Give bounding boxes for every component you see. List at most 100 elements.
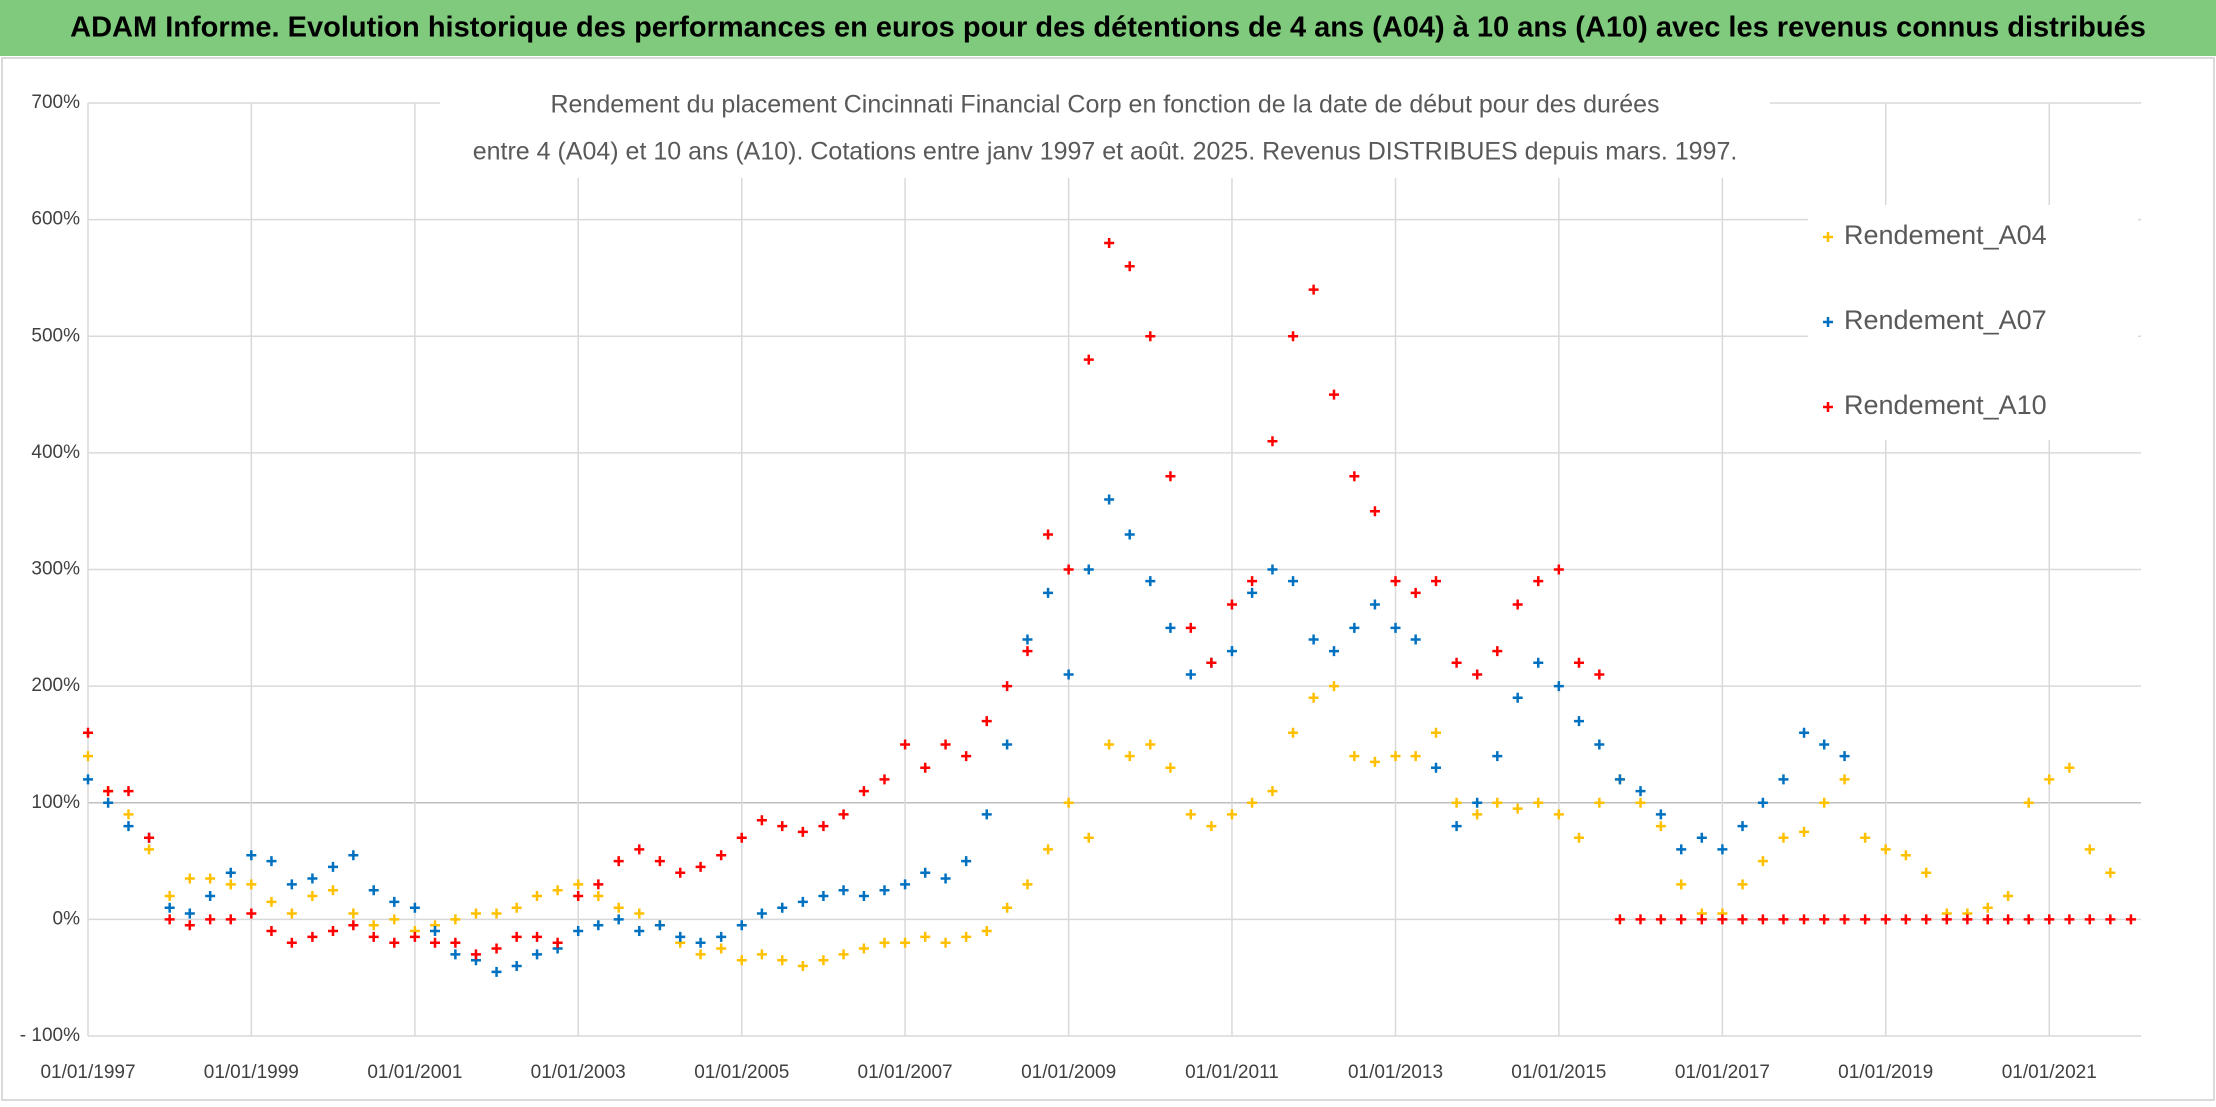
point xyxy=(1185,809,1196,820)
point xyxy=(1553,564,1564,575)
point xyxy=(1063,669,1074,680)
title-box xyxy=(440,86,1770,178)
point xyxy=(164,902,175,913)
point xyxy=(1921,914,1932,925)
point xyxy=(1124,751,1135,762)
point xyxy=(1921,867,1932,878)
point xyxy=(1390,622,1401,633)
point xyxy=(777,902,788,913)
point xyxy=(1533,576,1544,587)
point xyxy=(1900,914,1911,925)
point xyxy=(286,879,297,890)
x-tick-label: 01/01/2015 xyxy=(1511,1062,1606,1083)
point xyxy=(1165,471,1176,482)
point xyxy=(83,727,93,738)
point xyxy=(1982,902,1993,913)
point xyxy=(552,937,563,948)
point xyxy=(879,885,890,896)
point xyxy=(1267,564,1278,575)
point xyxy=(368,931,379,942)
point xyxy=(1145,331,1156,342)
point xyxy=(83,751,93,762)
legend-marker xyxy=(1823,232,1833,242)
point xyxy=(2125,914,2136,925)
point xyxy=(246,850,257,861)
point xyxy=(1390,576,1401,587)
point xyxy=(327,926,338,937)
point xyxy=(1655,821,1666,832)
x-tick-label: 01/01/2003 xyxy=(531,1062,626,1083)
point xyxy=(205,873,216,884)
point xyxy=(450,949,461,960)
point xyxy=(1472,797,1483,808)
point xyxy=(1043,844,1054,855)
point xyxy=(634,908,645,919)
point xyxy=(1512,803,1523,814)
point xyxy=(736,955,747,966)
point xyxy=(1308,634,1319,645)
point xyxy=(1328,681,1339,692)
point xyxy=(756,949,767,960)
point xyxy=(613,914,624,925)
point xyxy=(470,949,481,960)
point xyxy=(1328,389,1339,400)
point xyxy=(981,926,992,937)
point xyxy=(1410,587,1421,598)
point xyxy=(1472,669,1483,680)
point xyxy=(1226,599,1237,610)
point xyxy=(736,832,747,843)
point xyxy=(675,931,686,942)
point xyxy=(838,949,849,960)
point xyxy=(1185,669,1196,680)
point xyxy=(1022,879,1033,890)
point xyxy=(1717,914,1728,925)
point xyxy=(593,920,604,931)
point xyxy=(858,786,869,797)
point xyxy=(1819,797,1830,808)
point xyxy=(1022,646,1033,657)
point xyxy=(1206,821,1217,832)
point xyxy=(1369,756,1380,767)
point xyxy=(2084,844,2095,855)
point xyxy=(552,885,563,896)
point xyxy=(1573,716,1584,727)
point xyxy=(1839,914,1850,925)
point xyxy=(286,937,297,948)
point xyxy=(1757,914,1768,925)
point xyxy=(1124,529,1135,540)
x-tick-label: 01/01/2011 xyxy=(1185,1062,1279,1083)
point xyxy=(593,891,604,902)
point xyxy=(695,861,706,872)
point xyxy=(1778,774,1789,785)
point xyxy=(2044,914,2055,925)
point xyxy=(1369,599,1380,610)
header-title: ADAM Informe. Evolution historique des p… xyxy=(70,12,2146,44)
point xyxy=(1635,797,1646,808)
point xyxy=(900,879,911,890)
point xyxy=(246,879,257,890)
point xyxy=(184,920,195,931)
point xyxy=(164,914,175,925)
point xyxy=(1533,797,1544,808)
point xyxy=(1226,809,1237,820)
point xyxy=(2023,914,2034,925)
point xyxy=(1002,902,1013,913)
legend-label: Rendement_A07 xyxy=(1844,305,2047,335)
point xyxy=(1533,657,1544,668)
legend-box xyxy=(1808,205,2138,440)
point xyxy=(1614,774,1625,785)
point xyxy=(286,908,297,919)
point xyxy=(2003,891,2014,902)
point xyxy=(2064,762,2075,773)
point xyxy=(123,786,134,797)
point xyxy=(1655,914,1666,925)
point xyxy=(900,739,911,750)
point xyxy=(1247,797,1258,808)
point xyxy=(716,850,727,861)
point xyxy=(491,908,502,919)
point xyxy=(1655,809,1666,820)
point xyxy=(1104,237,1115,248)
point xyxy=(593,879,604,890)
